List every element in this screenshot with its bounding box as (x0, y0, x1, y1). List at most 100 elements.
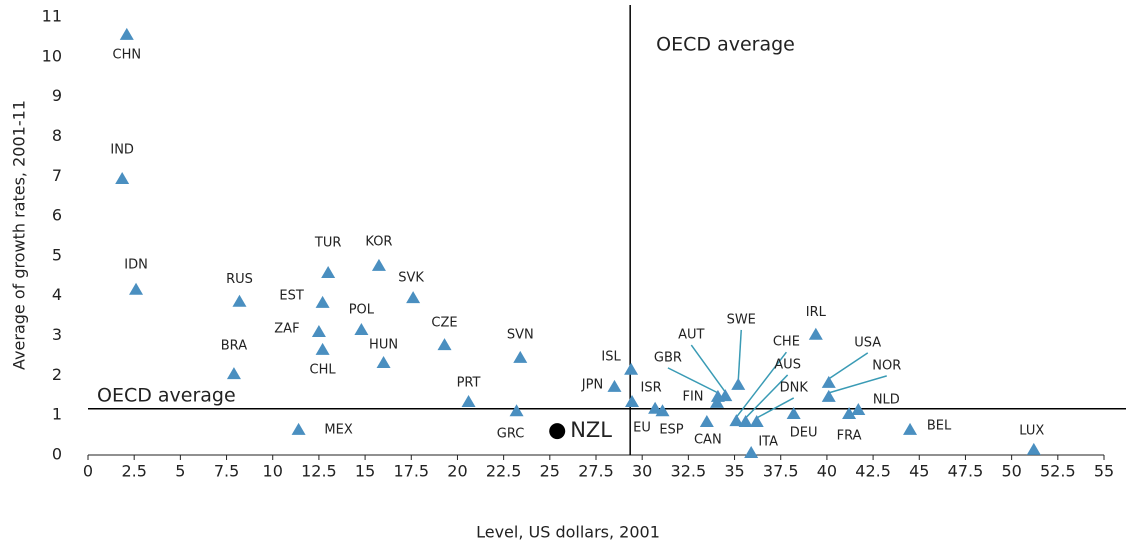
x-tick-label: 50 (1001, 462, 1021, 481)
x-tick-label: 12.5 (301, 462, 337, 481)
point (808, 327, 823, 340)
point-label: FIN (682, 389, 703, 404)
y-tick-label: 0 (52, 445, 62, 464)
point (513, 350, 528, 363)
point (315, 295, 330, 308)
leader-line (745, 374, 789, 419)
point (371, 258, 386, 271)
x-tick-label: 52.5 (1040, 462, 1076, 481)
point-label: GRC (497, 427, 525, 442)
x-tick-label: 22.5 (486, 462, 522, 481)
x-tick-label: 20 (447, 462, 467, 481)
reference-label: OECD average (97, 384, 236, 406)
leader-line (690, 344, 726, 393)
point-label: ZAF (274, 321, 299, 336)
y-tick-label: 9 (52, 86, 62, 105)
leader-line (667, 367, 719, 394)
y-tick-label: 1 (52, 405, 62, 424)
point-label: ITA (758, 435, 778, 450)
point-label: MEX (324, 422, 352, 437)
point (354, 322, 369, 335)
x-tick-label: 30 (632, 462, 652, 481)
point (729, 414, 744, 427)
point (786, 406, 801, 419)
point (718, 389, 733, 402)
point-label: EST (279, 288, 303, 303)
x-tick-label: 2.5 (121, 462, 146, 481)
point-label: IDN (124, 257, 148, 272)
point-label: AUT (678, 328, 704, 343)
point-label: HUN (369, 338, 398, 353)
x-tick-label: 40 (817, 462, 837, 481)
x-tick-label: 37.5 (763, 462, 799, 481)
leader-line (828, 352, 869, 380)
point (129, 282, 144, 295)
y-tick-label: 3 (52, 325, 62, 344)
leader-line (828, 375, 887, 394)
leader-line (735, 351, 787, 418)
point (624, 362, 639, 375)
point-label: IRL (806, 305, 827, 320)
x-tick-label: 32.5 (671, 462, 707, 481)
point-label: CZE (431, 316, 457, 331)
x-tick-label: 45 (909, 462, 929, 481)
highlight-point (549, 423, 566, 440)
y-tick-label: 6 (52, 206, 62, 225)
x-tick-label: 5 (175, 462, 185, 481)
x-axis-label: Level, US dollars, 2001 (476, 523, 660, 542)
leader-line (756, 397, 795, 419)
point (699, 414, 714, 427)
point-label: POL (349, 302, 375, 317)
point (851, 403, 866, 416)
point (232, 294, 247, 307)
point (655, 404, 670, 417)
point-label: NOR (872, 358, 901, 373)
point-label: LUX (1019, 423, 1044, 438)
point (226, 367, 241, 380)
point (749, 414, 764, 427)
point (903, 422, 918, 435)
point-label: KOR (365, 234, 392, 249)
y-axis-label: Average of growth rates, 2001-11 (10, 100, 29, 370)
point (311, 324, 326, 337)
point-label: NLD (873, 393, 900, 408)
y-tick-label: 8 (52, 126, 62, 145)
point-label: SWE (727, 312, 756, 327)
point (115, 172, 130, 185)
x-tick-label: 27.5 (578, 462, 614, 481)
y-tick-label: 7 (52, 166, 62, 185)
point (376, 356, 391, 369)
point (1026, 442, 1041, 455)
point-label: GBR (654, 350, 682, 365)
point (842, 406, 857, 419)
x-tick-label: 47.5 (948, 462, 984, 481)
reference-label: OECD average (656, 34, 795, 56)
point (821, 375, 836, 388)
highlight-label: NZL (570, 418, 612, 442)
point (648, 401, 663, 414)
point-label: JPN (581, 377, 603, 392)
point (315, 342, 330, 355)
point-label: DNK (780, 380, 809, 395)
y-tick-label: 11 (42, 7, 62, 26)
point-label: ESP (659, 423, 683, 438)
point-label: BRA (221, 339, 247, 354)
x-tick-label: 42.5 (855, 462, 891, 481)
x-tick-label: 7.5 (214, 462, 239, 481)
point-label: ISR (641, 380, 662, 395)
point-label: EU (633, 421, 651, 436)
point (738, 414, 753, 427)
point-label: RUS (226, 272, 253, 287)
point (437, 338, 452, 351)
point-label: IND (110, 143, 134, 158)
point-label: SVK (398, 271, 424, 286)
point (406, 291, 421, 304)
point-label: BEL (927, 418, 952, 433)
y-tick-label: 4 (52, 285, 62, 304)
point-label: CAN (694, 432, 722, 447)
x-tick-label: 25 (540, 462, 560, 481)
point (119, 27, 134, 40)
y-tick-label: 2 (52, 365, 62, 384)
x-tick-label: 10 (263, 462, 283, 481)
